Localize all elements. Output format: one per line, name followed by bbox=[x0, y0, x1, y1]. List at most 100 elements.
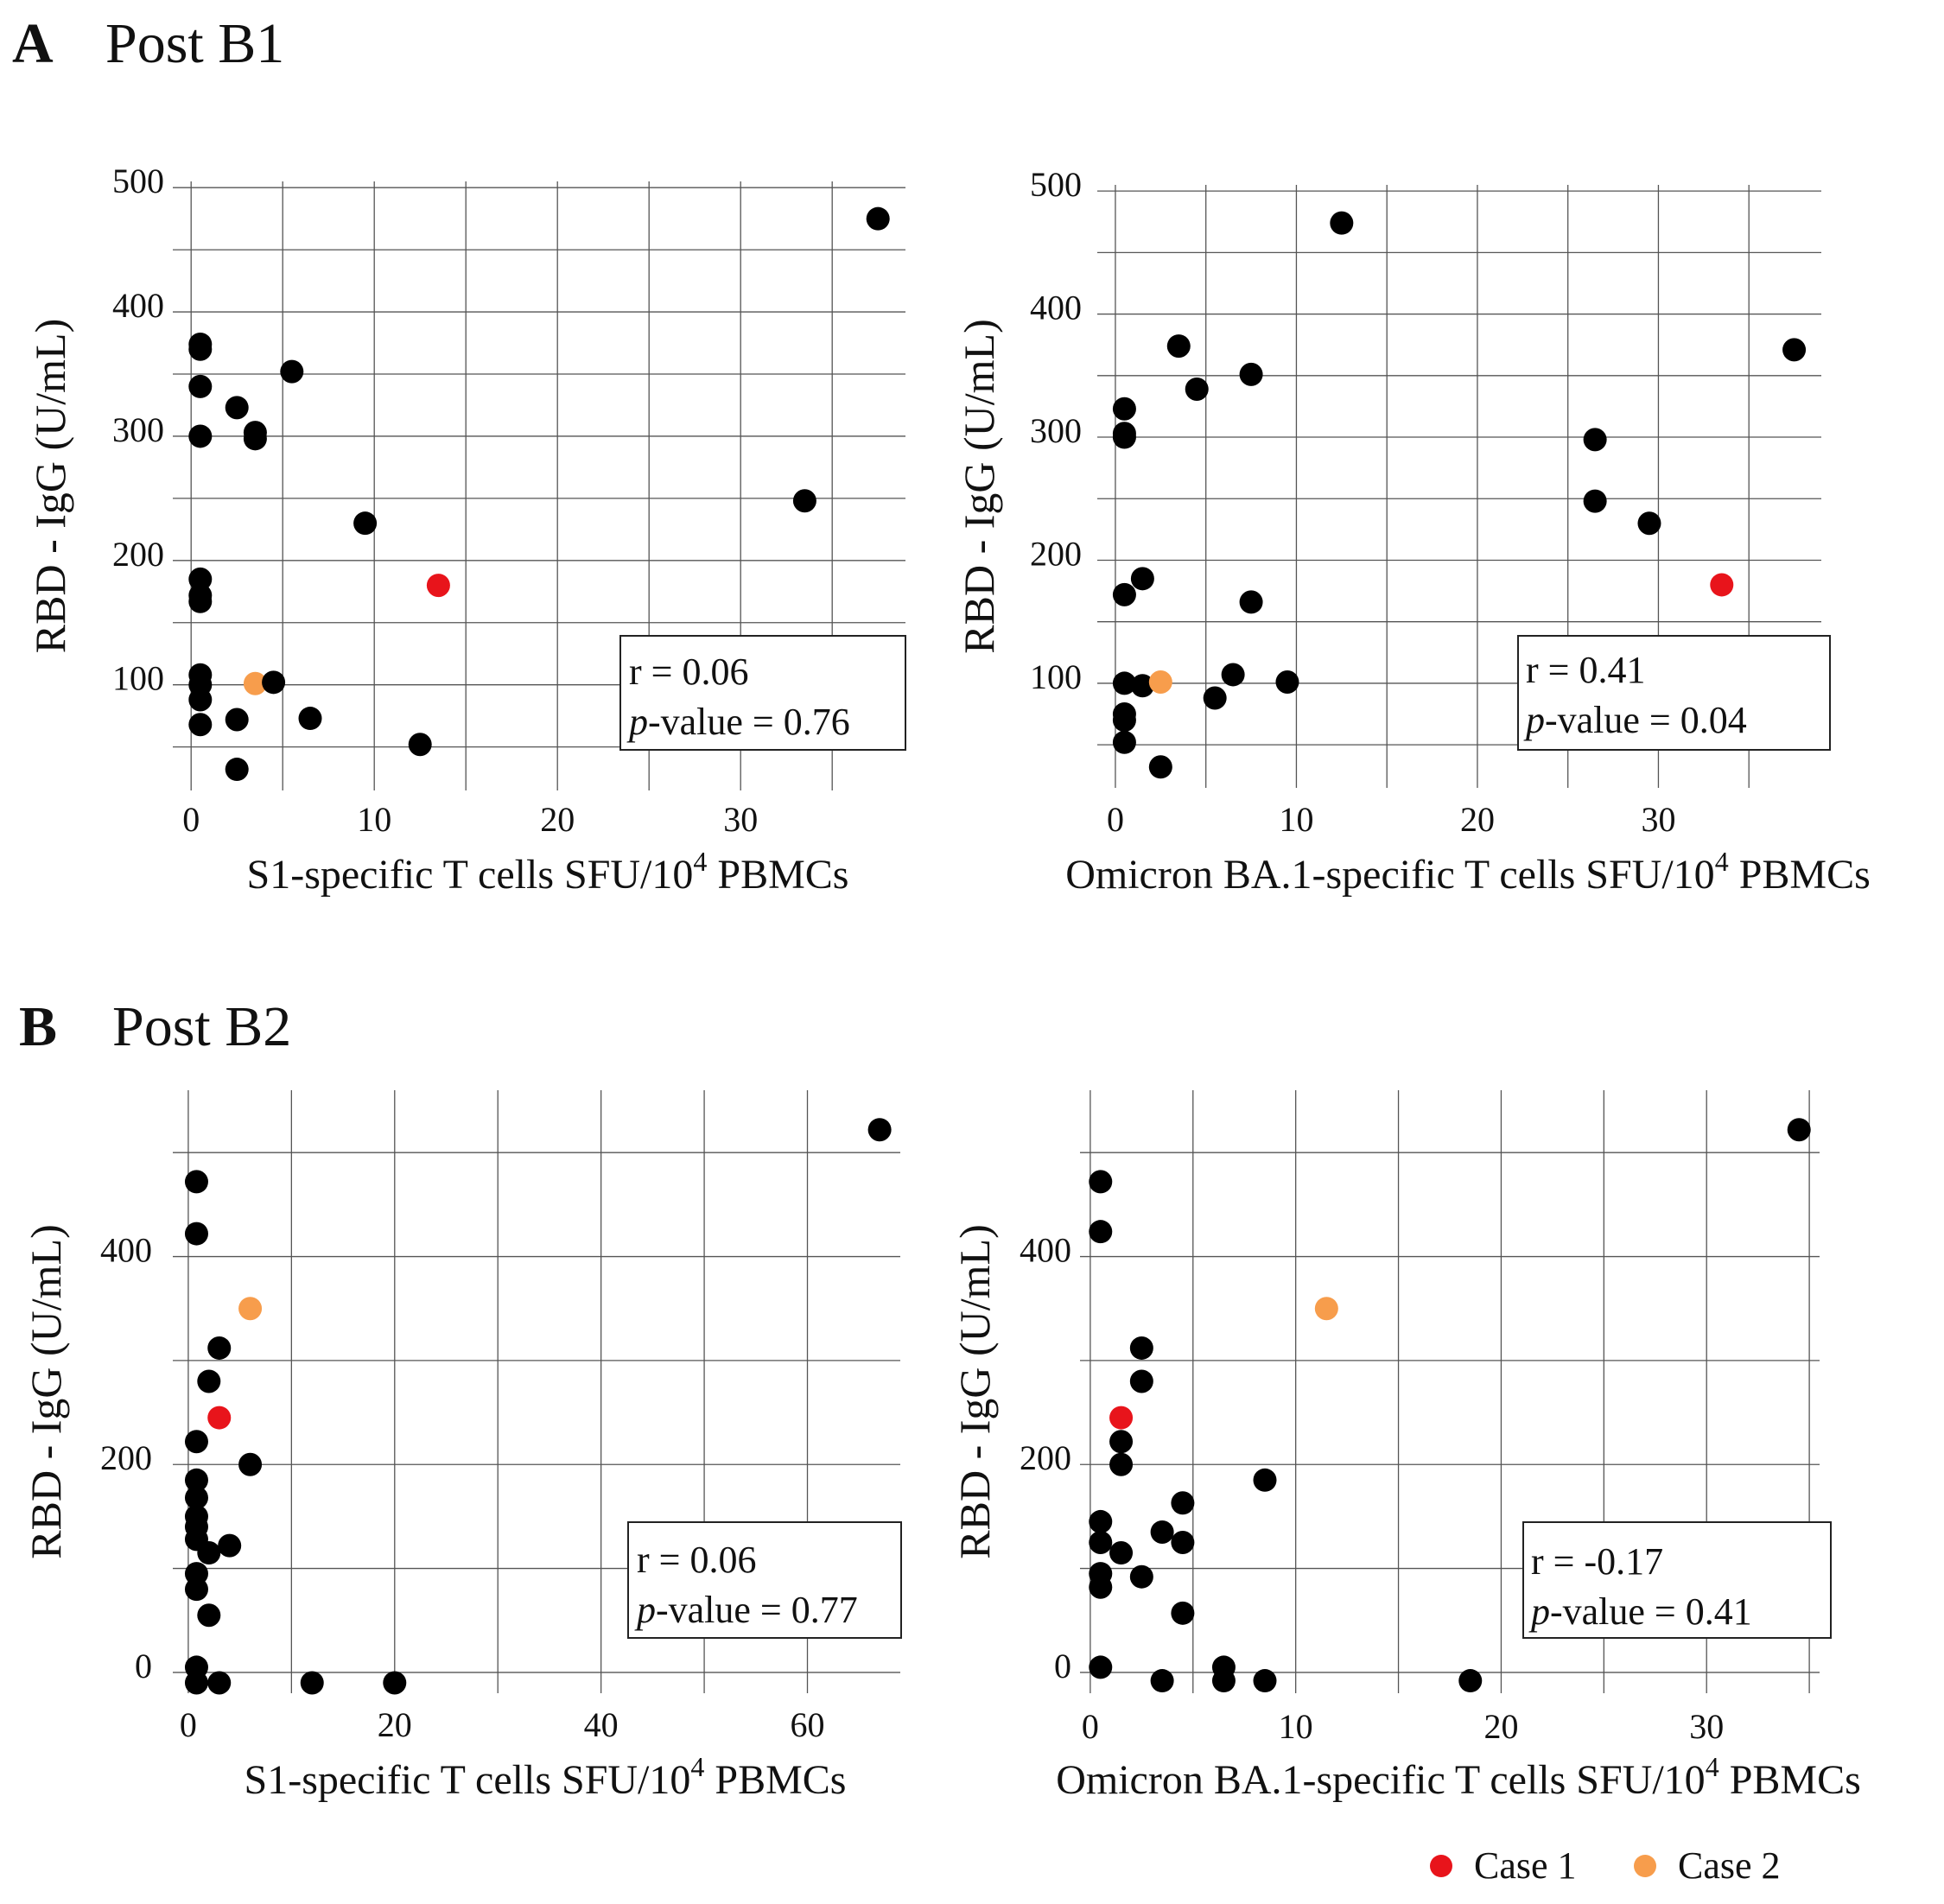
stats-box bbox=[627, 1521, 902, 1639]
data-point bbox=[184, 1486, 208, 1510]
data-point bbox=[1112, 708, 1136, 733]
data-point bbox=[1109, 1541, 1134, 1565]
x-tick-label: 0 bbox=[1107, 800, 1124, 839]
legend-label-case2: Case 2 bbox=[1678, 1844, 1781, 1887]
data-point bbox=[1211, 1669, 1236, 1693]
stats-box bbox=[1517, 635, 1831, 751]
data-point bbox=[184, 1430, 208, 1454]
data-point bbox=[1089, 1655, 1113, 1679]
x-tick-label: 0 bbox=[180, 1705, 197, 1744]
data-point bbox=[225, 758, 249, 782]
panel-a-title: Post B1 bbox=[105, 12, 284, 75]
chart-b-s1: 0 20 40 60 0 200 400 S1-specific T cells SFU/10… bbox=[22, 1090, 902, 1803]
x-axis-label: Omicron BA.1-specific T cells SFU/104 PB… bbox=[1056, 1751, 1861, 1803]
data-point bbox=[1203, 686, 1227, 710]
data-point bbox=[1150, 1669, 1174, 1693]
data-point bbox=[188, 337, 213, 361]
stats-r: r = -0.17 bbox=[1531, 1540, 1663, 1583]
data-point bbox=[184, 1577, 208, 1602]
data-point bbox=[1112, 425, 1136, 449]
data-point bbox=[1637, 511, 1661, 536]
data-point bbox=[1185, 377, 1209, 401]
data-point bbox=[1458, 1669, 1483, 1693]
data-point bbox=[184, 1222, 208, 1246]
legend: Case 1 Case 2 bbox=[1430, 1844, 1781, 1887]
data-point bbox=[1583, 489, 1607, 513]
data-point bbox=[1130, 674, 1154, 698]
data-point bbox=[225, 708, 249, 732]
data-point bbox=[184, 1468, 208, 1492]
panel-b-title: Post B2 bbox=[112, 995, 291, 1058]
data-point bbox=[1148, 755, 1172, 779]
x-tick-label: 20 bbox=[1460, 800, 1495, 839]
data-point bbox=[1112, 397, 1136, 421]
data-point bbox=[197, 1541, 221, 1565]
stats-box bbox=[1522, 1521, 1832, 1639]
stats-box bbox=[619, 635, 906, 751]
data-point-case2 bbox=[238, 1297, 263, 1321]
data-point bbox=[1112, 582, 1136, 606]
data-point bbox=[1583, 428, 1607, 452]
y-tick-label: 300 bbox=[112, 410, 164, 449]
data-point-case1 bbox=[426, 574, 450, 598]
data-point bbox=[188, 424, 213, 448]
y-tick-label: 500 bbox=[112, 162, 164, 200]
y-tick-label: 0 bbox=[1054, 1647, 1071, 1685]
data-point bbox=[262, 670, 286, 695]
data-point bbox=[188, 567, 213, 591]
data-point bbox=[1089, 1509, 1113, 1533]
y-tick-label: 200 bbox=[100, 1438, 152, 1477]
legend-marker-case2 bbox=[1634, 1855, 1656, 1877]
data-point bbox=[1253, 1468, 1277, 1492]
y-axis-label: RBD - IgG (U/mL) bbox=[955, 319, 1003, 653]
data-point bbox=[225, 396, 249, 420]
data-point bbox=[1275, 670, 1299, 694]
data-point bbox=[1112, 671, 1136, 695]
data-point bbox=[1109, 1452, 1134, 1476]
data-point-case1 bbox=[207, 1406, 232, 1430]
data-point bbox=[792, 489, 816, 513]
data-point bbox=[238, 1452, 263, 1476]
data-point bbox=[1171, 1601, 1195, 1625]
data-point bbox=[188, 374, 213, 398]
x-tick-label: 30 bbox=[1641, 800, 1675, 839]
stats-r: r = 0.41 bbox=[1526, 649, 1645, 691]
data-point bbox=[1221, 663, 1245, 687]
stats-p: p-value = 0.76 bbox=[626, 701, 850, 743]
y-tick-label: 0 bbox=[135, 1647, 152, 1685]
y-axis-label: RBD - IgG (U/mL) bbox=[22, 1224, 70, 1558]
data-point bbox=[1239, 362, 1263, 386]
y-tick-label: 200 bbox=[1020, 1438, 1071, 1477]
y-tick-label: 100 bbox=[112, 659, 164, 698]
data-point bbox=[1112, 730, 1136, 754]
data-point-case2 bbox=[243, 671, 267, 695]
data-point bbox=[298, 707, 322, 731]
data-point bbox=[1787, 1118, 1811, 1142]
data-point bbox=[1253, 1669, 1277, 1693]
y-tick-label: 200 bbox=[1030, 534, 1082, 573]
x-tick-label: 20 bbox=[540, 800, 575, 839]
data-point bbox=[1782, 338, 1807, 362]
stats-r: r = 0.06 bbox=[637, 1539, 756, 1581]
data-point bbox=[1089, 1531, 1113, 1554]
data-point bbox=[188, 688, 213, 712]
y-tick-label: 100 bbox=[1030, 657, 1082, 696]
legend-marker-case1 bbox=[1430, 1855, 1452, 1877]
data-point bbox=[207, 1336, 232, 1360]
data-point bbox=[1129, 1336, 1153, 1360]
data-point-case2 bbox=[1148, 670, 1172, 694]
legend-label-case1: Case 1 bbox=[1474, 1844, 1577, 1887]
data-point bbox=[280, 359, 304, 384]
stats-r: r = 0.06 bbox=[629, 651, 748, 693]
data-point bbox=[1171, 1531, 1195, 1554]
data-point bbox=[184, 1671, 208, 1695]
stats-p: p-value = 0.41 bbox=[1528, 1590, 1752, 1633]
x-axis-label: S1-specific T cells SFU/104 PBMCs bbox=[247, 846, 849, 898]
x-axis-label: S1-specific T cells SFU/104 PBMCs bbox=[245, 1751, 847, 1803]
data-point bbox=[184, 1170, 208, 1194]
data-point bbox=[1239, 590, 1263, 614]
data-point bbox=[188, 589, 213, 613]
y-axis-label: RBD - IgG (U/mL) bbox=[26, 319, 74, 653]
data-point bbox=[1109, 1430, 1134, 1454]
